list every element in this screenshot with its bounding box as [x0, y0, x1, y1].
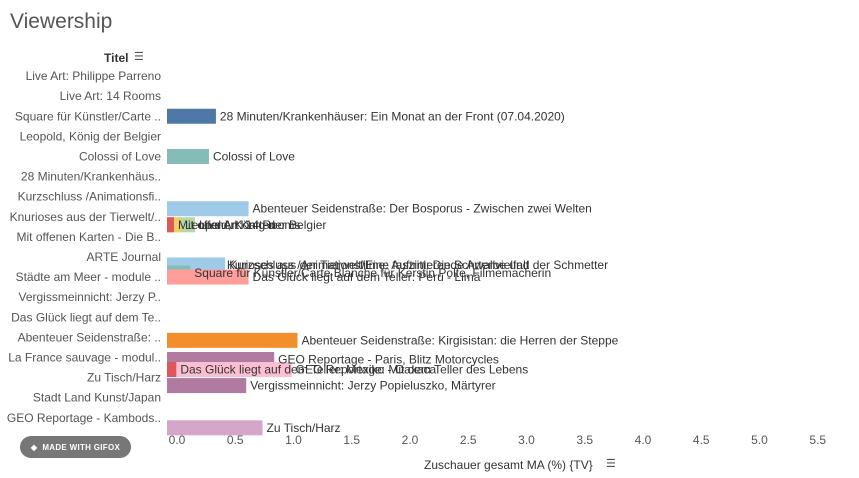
- category-label[interactable]: La France sauvage - modul..: [8, 350, 161, 364]
- gifox-badge: ◆ MADE WITH GIFOX: [20, 436, 131, 458]
- x-tick-label: 1.5: [343, 433, 360, 447]
- fox-icon: ◆: [30, 442, 38, 452]
- category-label[interactable]: Abenteuer Seidenstraße: ..: [18, 330, 161, 344]
- bar-label: Colossi of Love: [213, 149, 295, 163]
- bar-label: Square für Künstler/Carte Blanche für Ke…: [194, 266, 551, 280]
- category-label[interactable]: Das Glück liegt auf dem Te..: [11, 310, 161, 324]
- bar-label: GEO Reportage - Paris, Blitz Motorcycles: [278, 352, 499, 366]
- bar-label: Zu Tisch/Harz: [267, 421, 341, 435]
- bar-label: Abenteuer Seidenstraße: Der Bosporus - Z…: [253, 202, 592, 216]
- bar-label: Kurzschluss /Animationsfilme: Auftritt: …: [229, 258, 608, 272]
- badge-label: MADE WITH GIFOX: [42, 442, 121, 452]
- category-label[interactable]: 28 Minuten/Krankenhäus..: [21, 170, 161, 184]
- x-tick-label: 1.0: [285, 433, 302, 447]
- x-tick-label: 5.0: [751, 433, 768, 447]
- bar[interactable]: [167, 148, 209, 164]
- category-label[interactable]: Leopold, König der Belgier: [20, 129, 161, 143]
- category-label[interactable]: Zu Tisch/Harz: [87, 371, 161, 385]
- bar-label: GEO Reportage: Mit dem Teller des Lebens: [296, 363, 529, 377]
- bar[interactable]: [167, 362, 177, 378]
- bar-label: Mit offenen Karten: [178, 218, 276, 232]
- x-tick-label: 5.5: [809, 433, 826, 447]
- bar[interactable]: [167, 108, 216, 124]
- category-label[interactable]: Kurzschluss /Animationsfi..: [18, 190, 161, 204]
- x-tick-label: 3.5: [576, 433, 593, 447]
- bar-label: Kurioses aus der Tierwelt/Eine faszinier…: [227, 258, 530, 272]
- x-tick-label: 0.0: [169, 433, 186, 447]
- bar-label: Das Glück liegt auf dem Teller: Peru - L…: [253, 270, 481, 284]
- bar-label: Live Art: 14 Rooms: [199, 218, 300, 232]
- category-label[interactable]: Knurioses aus der Tierwelt/..: [10, 210, 161, 224]
- bar-label: Leopold, König der Belgier: [185, 218, 326, 232]
- category-label[interactable]: Städte am Meer - module ..: [16, 270, 161, 284]
- x-tick-label: 2.5: [460, 433, 477, 447]
- bar-label: Vergissmeinnicht: Jerzy Popieluszko, Mär…: [250, 379, 495, 393]
- bar-label: Das Glück liegt auf dem Teller: Mexiko -…: [180, 363, 436, 377]
- sort-icon-x[interactable]: ☰: [606, 458, 616, 470]
- bar[interactable]: [167, 362, 292, 378]
- category-label[interactable]: Mit offenen Karten - Die B..: [16, 230, 161, 244]
- category-label[interactable]: Live Art: 14 Rooms: [60, 89, 161, 103]
- category-label[interactable]: Stadt Land Kunst/Japan: [33, 391, 161, 405]
- bar[interactable]: [167, 269, 249, 285]
- x-tick-label: 4.0: [635, 433, 652, 447]
- x-tick-label: 3.0: [518, 433, 535, 447]
- category-label[interactable]: ARTE Journal: [87, 250, 161, 264]
- bar[interactable]: [167, 378, 247, 394]
- bar-label: Abenteuer Seidenstraße: Kirgisistan: die…: [301, 333, 618, 347]
- category-label[interactable]: GEO Reportage - Kambods..: [7, 411, 161, 425]
- bar[interactable]: [167, 217, 174, 233]
- chart-title: Viewership: [10, 10, 113, 33]
- category-label[interactable]: Colossi of Love: [79, 149, 161, 163]
- x-tick-label: 2.0: [402, 433, 419, 447]
- y-axis-title[interactable]: Titel: [104, 51, 129, 65]
- bar-label: 28 Minuten/Krankenhäuser: Ein Monat an d…: [220, 109, 565, 123]
- sort-icon[interactable]: ☰: [134, 51, 144, 63]
- category-label[interactable]: Vergissmeinnicht: Jerzy P..: [18, 290, 161, 304]
- x-tick-label: 4.5: [693, 433, 710, 447]
- x-axis-title[interactable]: Zuschauer gesamt MA (%) {TV}: [424, 458, 593, 472]
- bar[interactable]: [167, 201, 249, 217]
- bar[interactable]: [167, 420, 263, 436]
- category-label[interactable]: Live Art: Philippe Parreno: [26, 69, 162, 83]
- bar[interactable]: [167, 332, 298, 348]
- x-tick-label: 0.5: [227, 433, 244, 447]
- category-label[interactable]: Square für Künstler/Carte ..: [15, 109, 161, 123]
